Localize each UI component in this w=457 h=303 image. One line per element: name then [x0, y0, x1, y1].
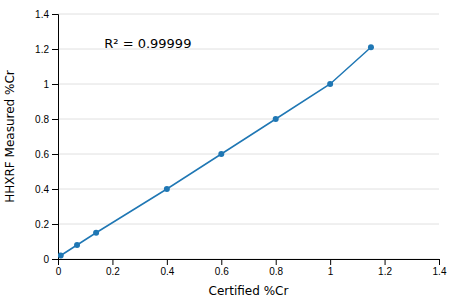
x-tick: 1.2 — [378, 259, 392, 277]
x-tick-label: 1 — [328, 266, 334, 277]
point — [368, 44, 374, 50]
point — [164, 186, 170, 192]
y-tick-mark — [52, 84, 58, 85]
y-tick-mark — [52, 259, 58, 260]
x-tick-label: 0.2 — [106, 266, 120, 277]
grid-line — [58, 189, 439, 190]
y-tick-mark — [52, 154, 58, 155]
x-tick-mark — [112, 259, 113, 265]
y-tick: 0.4 — [35, 184, 58, 195]
y-tick: 0.2 — [35, 219, 58, 230]
x-tick-label: 1.4 — [433, 266, 447, 277]
plot-area: 0 0.2 0.4 0.6 0.8 1 1.2 1.4 0 0.2 0.4 0.6 0.8 1 1.2 1.4… — [35, 9, 447, 277]
x-tick: 0.6 — [215, 259, 229, 277]
y-tick-label: 1 — [43, 79, 49, 90]
x-tick-mark — [276, 259, 277, 265]
y-tick-mark — [52, 119, 58, 120]
x-tick-label: 0 — [56, 266, 62, 277]
series — [58, 44, 374, 258]
y-axis-line — [52, 15, 59, 260]
x-tick: 0.8 — [269, 259, 283, 277]
point — [327, 81, 333, 87]
y-tick: 1.4 — [35, 9, 58, 20]
x-tick-mark — [385, 259, 386, 265]
y-tick: 0.8 — [35, 114, 58, 125]
y-tick-mark — [52, 224, 58, 225]
x-tick-mark — [439, 259, 440, 265]
y-tick: 0 — [43, 254, 58, 265]
y-tick-label: 0.4 — [35, 184, 49, 195]
point — [93, 230, 99, 236]
x-axis-line — [59, 260, 440, 266]
chart: 0 0.2 0.4 0.6 0.8 1 1.2 1.4 0 0.2 0.4 0.6 0.8 1 1.2 1.4… — [0, 0, 457, 303]
x-tick-mark — [167, 259, 168, 265]
point — [74, 242, 80, 248]
point — [273, 116, 279, 122]
grid-line — [58, 224, 439, 225]
x-axis-title: Certified %Cr — [209, 284, 289, 298]
y-tick: 1.2 — [35, 44, 58, 55]
x-tick: 0.2 — [106, 259, 120, 277]
grid-line — [58, 84, 439, 85]
y-tick-mark — [52, 189, 58, 190]
x-tick-label: 0.8 — [269, 266, 283, 277]
x-tick-label: 0.6 — [215, 266, 229, 277]
y-tick-label: 0.2 — [35, 219, 49, 230]
y-tick: 0.6 — [35, 149, 58, 160]
y-tick-label: 1.4 — [35, 9, 49, 20]
grid-line — [58, 14, 439, 15]
y-tick-mark — [52, 14, 58, 15]
y-tick: 1 — [43, 79, 58, 90]
y-axis: 0 0.2 0.4 0.6 0.8 1 1.2 1.4 — [35, 9, 58, 265]
grid — [58, 14, 439, 259]
x-tick: 0.4 — [160, 259, 174, 277]
y-tick-label: 0.8 — [35, 114, 49, 125]
point — [58, 253, 64, 259]
line — [61, 47, 371, 255]
x-tick: 0 — [56, 259, 62, 277]
x-tick: 1.4 — [433, 259, 447, 277]
x-tick-mark — [330, 259, 331, 265]
x-tick: 1 — [328, 259, 334, 277]
y-tick-label: 0 — [43, 254, 49, 265]
grid-line — [58, 119, 439, 120]
y-tick-label: 0.6 — [35, 149, 49, 160]
x-axis: 0 0.2 0.4 0.6 0.8 1 1.2 1.4 — [56, 259, 447, 277]
grid-line — [58, 154, 439, 155]
y-tick-mark — [52, 49, 58, 50]
y-tick-label: 1.2 — [35, 44, 49, 55]
point — [218, 151, 224, 157]
x-tick-label: 0.4 — [160, 266, 174, 277]
annotation: R² = 0.99999 — [104, 36, 191, 51]
x-tick-label: 1.2 — [378, 266, 392, 277]
y-axis-title: HHXRF Measured %Cr — [3, 70, 17, 203]
x-tick-mark — [221, 259, 222, 265]
